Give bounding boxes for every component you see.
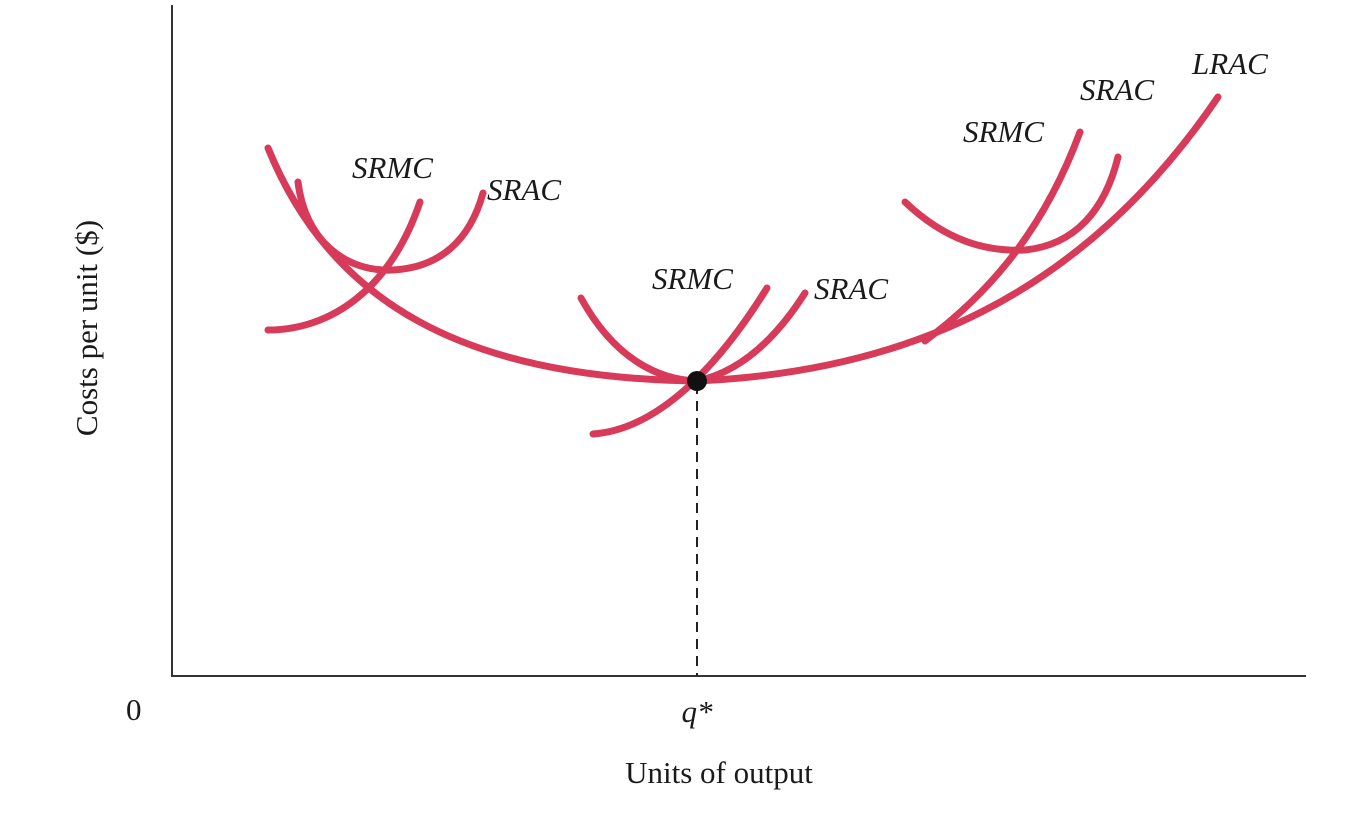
mid-srmc-label: SRMC xyxy=(652,261,733,296)
right-srac-label: SRAC xyxy=(1080,72,1154,107)
x-axis-title: Units of output xyxy=(625,755,813,790)
q-star-label: q* xyxy=(682,694,714,729)
mid-srmc-curve xyxy=(589,284,771,438)
lrac-label: LRAC xyxy=(1191,46,1268,81)
left-srmc-label: SRMC xyxy=(352,150,433,185)
right-srmc-curve xyxy=(921,128,1084,345)
left-srmc-curve xyxy=(264,198,424,334)
minimum-point xyxy=(687,371,707,391)
mid-srac-curve xyxy=(577,289,809,385)
origin-label: 0 xyxy=(126,692,142,727)
right-srmc-label: SRMC xyxy=(963,114,1044,149)
right-srac-curve xyxy=(901,153,1122,254)
left-srac-label: SRAC xyxy=(487,172,561,207)
left-srac-curve xyxy=(294,178,487,274)
mid-srac-label: SRAC xyxy=(814,271,888,306)
y-axis-title: Costs per unit ($) xyxy=(69,220,104,436)
